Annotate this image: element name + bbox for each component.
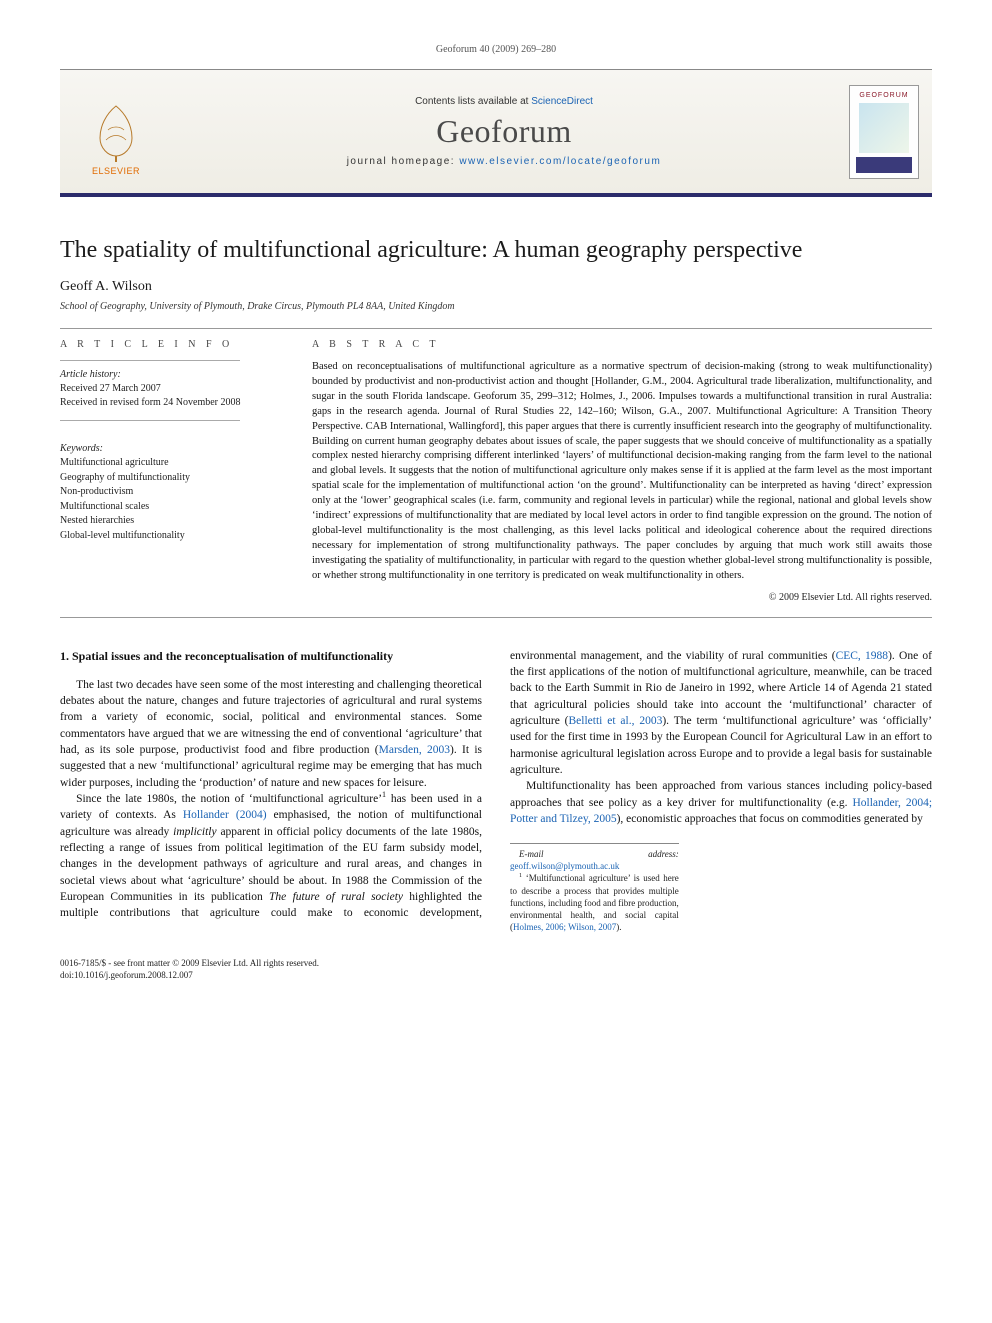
contents-prefix: Contents lists available at <box>415 96 531 107</box>
info-mini-rule <box>60 420 240 421</box>
sciencedirect-link[interactable]: ScienceDirect <box>531 96 593 107</box>
author-name: Geoff A. Wilson <box>60 279 932 295</box>
section-heading: 1. Spatial issues and the reconceptualis… <box>60 648 482 665</box>
divider-rule <box>60 617 932 618</box>
body-text: Since the late 1980s, the notion of ‘mul… <box>76 793 382 805</box>
journal-cover-thumbnail: GEOFORUM <box>849 85 919 179</box>
body-emphasis: The future of rural society <box>269 891 403 903</box>
page-footer: 0016-7185/$ - see front matter © 2009 El… <box>60 957 932 981</box>
body-two-column: 1. Spatial issues and the reconceptualis… <box>60 648 932 934</box>
abstract-column: A B S T R A C T Based on reconceptualisa… <box>312 339 932 603</box>
article-title: The spatiality of multifunctional agricu… <box>60 235 932 265</box>
email-label: E-mail address: <box>519 849 679 859</box>
citation-link[interactable]: Marsden, 2003 <box>379 744 450 756</box>
citation-link[interactable]: Hollander (2004) <box>183 809 267 821</box>
cover-image-icon <box>859 103 909 153</box>
elsevier-tree-icon <box>88 100 144 164</box>
elsevier-wordmark: ELSEVIER <box>92 166 140 176</box>
cover-footer-bar <box>856 157 912 173</box>
keyword: Global-level multifunctionality <box>60 529 280 544</box>
footnote: 1 ‘Multifunctional agriculture’ is used … <box>510 872 679 933</box>
cover-thumb-cell: GEOFORUM <box>836 70 932 193</box>
history-line: Received 27 March 2007 <box>60 382 280 396</box>
journal-title: Geoforum <box>436 113 572 150</box>
author-affiliation: School of Geography, University of Plymo… <box>60 301 932 312</box>
body-paragraph: Multifunctionality has been approached f… <box>510 778 932 827</box>
contents-available-line: Contents lists available at ScienceDirec… <box>415 96 593 107</box>
citation-link[interactable]: CEC, 1988 <box>836 650 889 662</box>
footer-doi-line: doi:10.1016/j.geoforum.2008.12.007 <box>60 969 932 981</box>
abstract-copyright: © 2009 Elsevier Ltd. All rights reserved… <box>312 592 932 603</box>
publisher-logo-cell: ELSEVIER <box>60 70 172 193</box>
keyword: Multifunctional agriculture <box>60 456 280 471</box>
footnote-email: E-mail address: geoff.wilson@plymouth.ac… <box>510 848 679 872</box>
journal-homepage-link[interactable]: www.elsevier.com/locate/geoforum <box>459 156 661 167</box>
footnote-text: ). <box>616 922 621 932</box>
footnotes-block: E-mail address: geoff.wilson@plymouth.ac… <box>510 843 679 933</box>
journal-header: ELSEVIER Contents lists available at Sci… <box>60 69 932 197</box>
abstract-label: A B S T R A C T <box>312 339 932 350</box>
article-history-head: Article history: <box>60 369 280 380</box>
running-head: Geoforum 40 (2009) 269–280 <box>60 44 932 55</box>
keyword: Geography of multifunctionality <box>60 471 280 486</box>
cover-title: GEOFORUM <box>859 92 908 99</box>
divider-rule <box>60 328 932 329</box>
body-emphasis: implicitly <box>173 826 216 838</box>
footer-copyright-line: 0016-7185/$ - see front matter © 2009 El… <box>60 957 932 969</box>
author-email-link[interactable]: geoff.wilson@plymouth.ac.uk <box>510 861 619 871</box>
keywords-head: Keywords: <box>60 443 280 454</box>
body-paragraph: The last two decades have seen some of t… <box>60 677 482 791</box>
body-text: ), economistic approaches that focus on … <box>617 813 923 825</box>
citation-link[interactable]: Belletti et al., 2003 <box>569 715 663 727</box>
history-line: Received in revised form 24 November 200… <box>60 396 280 410</box>
elsevier-logo: ELSEVIER <box>82 88 150 176</box>
article-info-column: A R T I C L E I N F O Article history: R… <box>60 339 280 603</box>
keyword: Non-productivism <box>60 485 280 500</box>
keyword: Multifunctional scales <box>60 500 280 515</box>
citation-link[interactable]: Holmes, 2006; Wilson, 2007 <box>513 922 616 932</box>
abstract-text: Based on reconceptualisations of multifu… <box>312 360 932 584</box>
keyword: Nested hierarchies <box>60 514 280 529</box>
journal-homepage-line: journal homepage: www.elsevier.com/locat… <box>347 156 662 167</box>
homepage-prefix: journal homepage: <box>347 156 460 167</box>
article-info-label: A R T I C L E I N F O <box>60 339 280 350</box>
